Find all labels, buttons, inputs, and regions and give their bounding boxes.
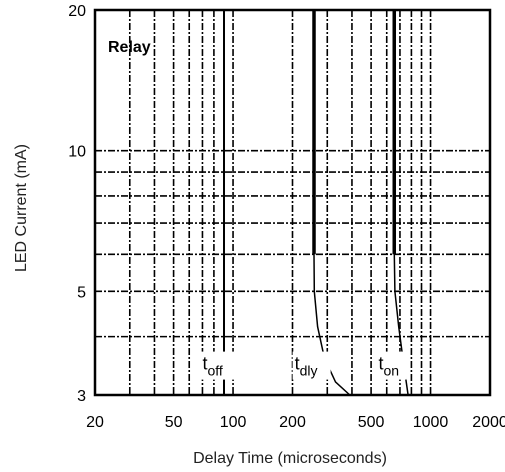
grid-lines — [95, 10, 491, 395]
panel-title: Relay — [108, 39, 151, 56]
curve-label-bg — [376, 351, 407, 380]
x-tick-label: 20 — [86, 414, 104, 431]
curve-labels: toff tdly ton — [200, 351, 407, 380]
curve-label-ton: ton — [378, 354, 399, 379]
y-axis-title: LED Current (mA) — [13, 144, 30, 272]
series-curve-tdly — [313, 254, 351, 396]
curve-label-bg — [200, 351, 239, 380]
plot-frame — [93, 8, 492, 397]
x-axis-title: Delay Time (microseconds) — [193, 450, 387, 467]
curve-label-toff: toff — [202, 354, 222, 379]
x-tick-label: 200 — [279, 414, 306, 431]
y-tick-label: 20 — [68, 3, 86, 20]
y-tick-label: 3 — [77, 388, 86, 405]
y-tick-label: 10 — [68, 144, 86, 161]
tick-labels: 20 50 100 200 500 1000 2000 3 5 10 20 — [68, 3, 505, 431]
series-lines — [223, 10, 409, 396]
curve-label-bg — [292, 351, 331, 380]
x-tick-label: 500 — [358, 414, 385, 431]
y-tick-label: 5 — [77, 284, 86, 301]
x-tick-label: 2000 — [472, 414, 505, 431]
curve-label-tdly: tdly — [295, 354, 318, 379]
x-tick-label: 1000 — [413, 414, 449, 431]
x-tick-label: 50 — [165, 414, 183, 431]
x-tick-label: 100 — [220, 414, 247, 431]
